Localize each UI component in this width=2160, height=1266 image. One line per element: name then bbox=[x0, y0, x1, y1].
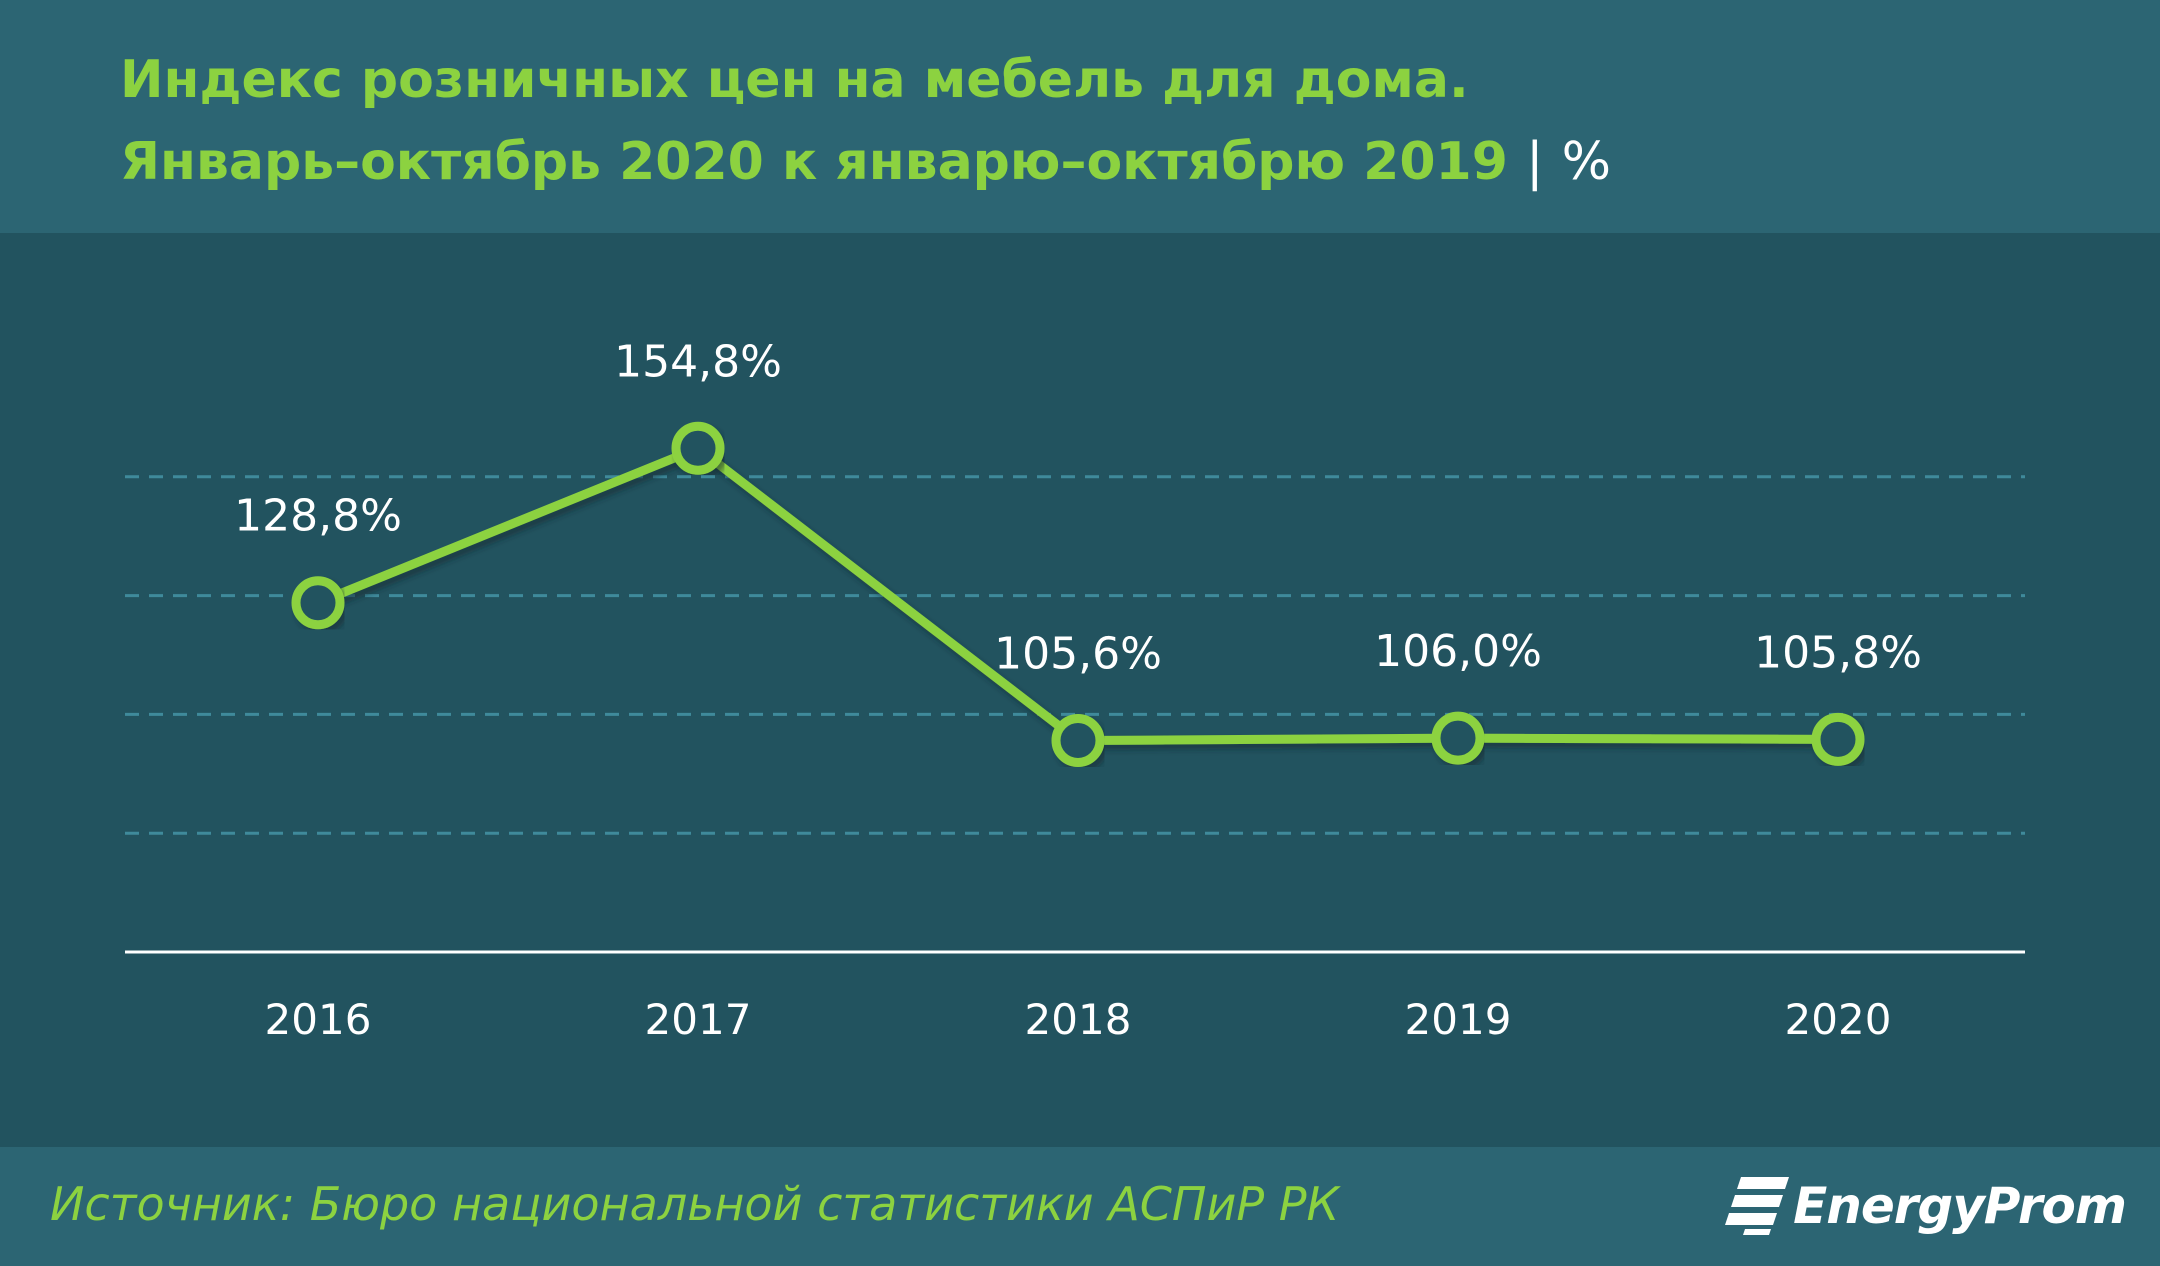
energyprom-logo-icon bbox=[1725, 1177, 1790, 1235]
data-label-2017: 154,8% bbox=[614, 336, 782, 387]
x-tick-label-2016: 2016 bbox=[265, 995, 372, 1044]
chart-subtitle-text: Январь–октябрь 2020 к январю–октябрю 201… bbox=[120, 132, 1508, 192]
chart-header: Индекс розничных цен на мебель для дома.… bbox=[0, 0, 2160, 233]
data-point-2018 bbox=[1051, 714, 1105, 768]
data-point-2019 bbox=[1431, 711, 1485, 765]
data-labels: 128,8% 154,8% 105,6% 106,0% 105,8% bbox=[234, 336, 1922, 679]
data-point-2017 bbox=[671, 421, 725, 475]
x-tick-label-2018: 2018 bbox=[1025, 995, 1132, 1044]
line-chart: 128,8%154,8%105,6% 106,0% 105,8% 2016 2017 2… bbox=[125, 336, 2025, 1044]
data-point-2016 bbox=[291, 576, 345, 630]
x-tick-labels: 2016 2017 2018 2019 2020 bbox=[265, 995, 1892, 1044]
chart-subtitle: Январь–октябрь 2020 к январю–октябрю 201… bbox=[120, 132, 1611, 192]
data-label-2016: 128,8% bbox=[234, 491, 402, 542]
source-note: Источник: Бюро национальной статистики А… bbox=[50, 1177, 1340, 1231]
brand-logo: EnergyProm bbox=[1723, 1171, 2127, 1241]
x-tick-label-2020: 2020 bbox=[1785, 995, 1892, 1044]
chart-title: Индекс розничных цен на мебель для дома. bbox=[120, 50, 1469, 110]
chart-area: 128,8% 154,8% 105,6% 106,0% 105,8% 2016 2017 2… bbox=[0, 233, 2160, 1147]
data-label-2019: 106,0% bbox=[1374, 626, 1542, 677]
unit-separator: | bbox=[1526, 132, 1544, 192]
data-label-2020: 105,8% bbox=[1754, 627, 1922, 678]
unit-label: % bbox=[1561, 132, 1612, 192]
x-tick-label-2019: 2019 bbox=[1405, 995, 1512, 1044]
brand-name: EnergyProm bbox=[1793, 1177, 2127, 1235]
data-label-2018: 105,6% bbox=[994, 629, 1162, 680]
x-tick-label-2017: 2017 bbox=[645, 995, 752, 1044]
chart-footer: Источник: Бюро национальной статистики А… bbox=[0, 1147, 2160, 1266]
data-point-2020 bbox=[1811, 712, 1865, 766]
series-line bbox=[291, 421, 1865, 768]
